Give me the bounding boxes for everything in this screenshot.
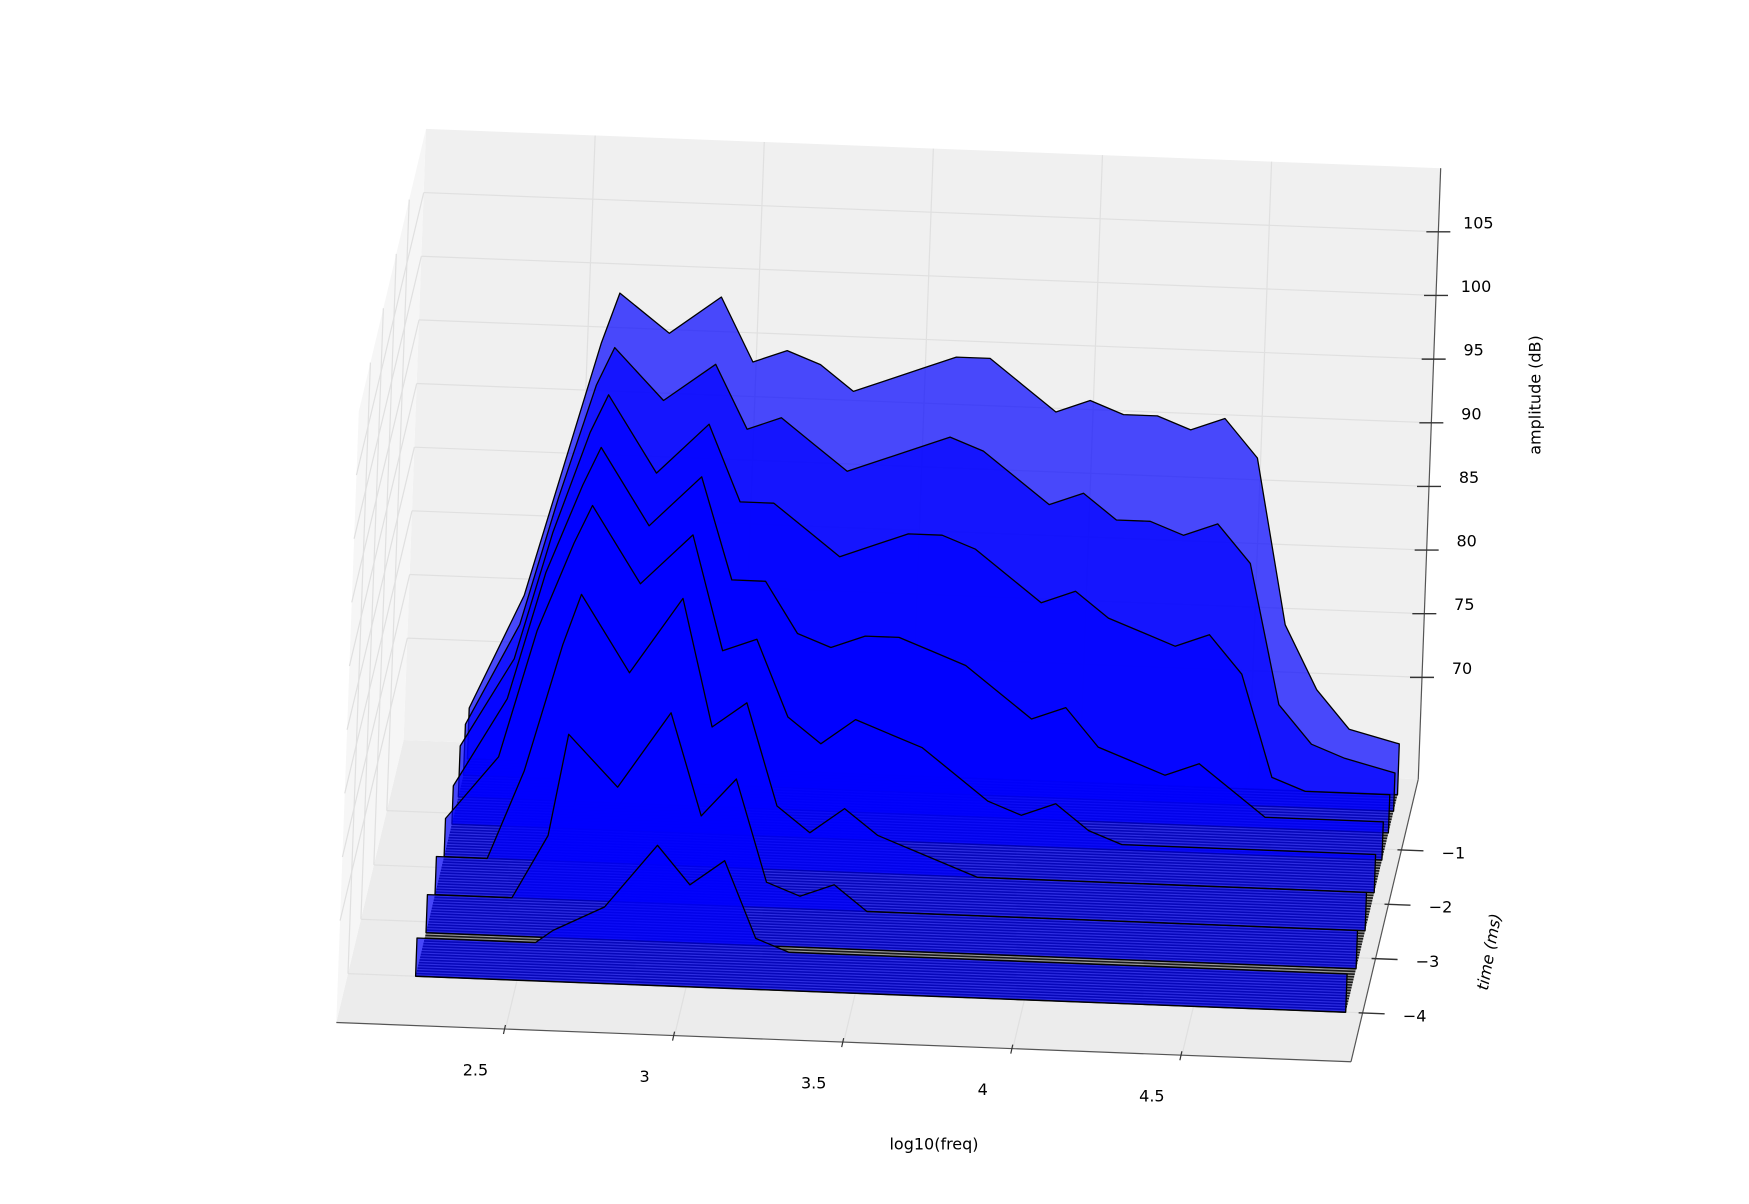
y-tick-label: −2 bbox=[1429, 898, 1453, 917]
waterfall-slice bbox=[414, 844, 1348, 1013]
z-tick-label: 75 bbox=[1454, 595, 1474, 614]
y-tick bbox=[1371, 957, 1398, 961]
grid-line bbox=[353, 256, 422, 539]
y-tick-label: −1 bbox=[1442, 843, 1466, 862]
x-tick-label: 3.5 bbox=[801, 1074, 826, 1093]
z-tick-label: 90 bbox=[1461, 404, 1481, 423]
x-tick-label: 3 bbox=[639, 1067, 649, 1086]
z-tick-label: 80 bbox=[1456, 532, 1476, 551]
x-tick-label: 4 bbox=[978, 1080, 988, 1099]
axes: 2.5 3 3.5 4 4.5 −1 −2 −3 −4 70 75 80 85 90 95 100 105 bbox=[336, 168, 1494, 1106]
grid-line bbox=[341, 574, 411, 858]
x-tick bbox=[1179, 1051, 1183, 1061]
grid-line bbox=[421, 255, 1437, 297]
y-tick-label: −3 bbox=[1416, 952, 1440, 971]
y-axis-label: time (ms) bbox=[1473, 912, 1505, 992]
grid-line bbox=[346, 447, 415, 730]
grid-line bbox=[355, 192, 425, 476]
grid-line bbox=[348, 383, 418, 667]
grid-line bbox=[423, 191, 1439, 233]
y-tick bbox=[1397, 849, 1424, 852]
x-tick bbox=[1010, 1044, 1014, 1054]
grid-line bbox=[339, 637, 408, 921]
y-tick bbox=[1358, 1012, 1385, 1015]
grid-line bbox=[351, 319, 420, 603]
y-tick bbox=[1384, 903, 1411, 906]
z-tick-label: 85 bbox=[1459, 468, 1479, 487]
y-tick-label: −4 bbox=[1403, 1006, 1427, 1025]
x-axis-label: log10(freq) bbox=[889, 1135, 978, 1154]
grid-line bbox=[344, 510, 413, 794]
z-tick-label: 105 bbox=[1463, 213, 1494, 232]
grid-line bbox=[419, 319, 1434, 360]
x-tick-label: 4.5 bbox=[1139, 1087, 1164, 1106]
x-tick bbox=[502, 1024, 507, 1035]
x-tick-label: 2.5 bbox=[463, 1061, 488, 1080]
x-tick bbox=[671, 1031, 676, 1041]
z-axis-label: amplitude (dB) bbox=[1526, 335, 1545, 455]
z-tick-label: 100 bbox=[1461, 277, 1492, 296]
z-tick-label: 70 bbox=[1452, 659, 1472, 678]
x-tick bbox=[841, 1037, 845, 1048]
slices bbox=[414, 292, 1400, 1013]
axis-line bbox=[336, 1021, 1352, 1063]
axis-line bbox=[1350, 779, 1419, 1062]
z-tick-label: 95 bbox=[1463, 341, 1483, 360]
